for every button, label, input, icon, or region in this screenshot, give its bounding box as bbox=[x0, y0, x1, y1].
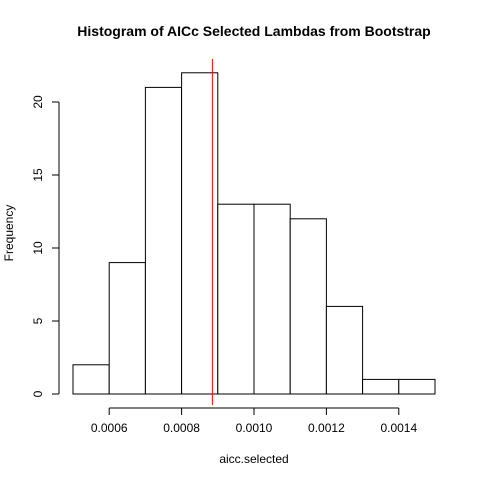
x-tick-label: 0.0010 bbox=[236, 421, 273, 435]
y-tick-label: 20 bbox=[31, 95, 45, 109]
histogram-bar-10 bbox=[398, 378, 436, 395]
y-tick-label: 15 bbox=[31, 168, 45, 182]
x-tick-label: 0.0012 bbox=[308, 421, 345, 435]
histogram-bar-9 bbox=[362, 378, 400, 395]
chart-title: Histogram of AICc Selected Lambdas from … bbox=[77, 23, 430, 39]
bars bbox=[72, 72, 436, 395]
histogram-bar-6 bbox=[253, 203, 291, 395]
x-axis: 0.0006 0.0008 0.0010 0.0012 0.0014 bbox=[91, 407, 417, 435]
y-tick-label: 0 bbox=[31, 390, 45, 397]
histogram-bar-2 bbox=[108, 262, 146, 395]
histogram-bar-7 bbox=[289, 218, 327, 395]
y-tick-label: 10 bbox=[31, 241, 45, 255]
x-tick-label: 0.0006 bbox=[91, 421, 128, 435]
y-axis-label: Frequency bbox=[2, 205, 16, 262]
histogram-bar-3 bbox=[144, 86, 183, 395]
histogram-bar-4 bbox=[181, 72, 219, 395]
x-tick-label: 0.0014 bbox=[380, 421, 417, 435]
histogram-bar-1 bbox=[72, 364, 110, 395]
histogram-bar-5 bbox=[217, 203, 255, 395]
y-tick-label: 5 bbox=[31, 317, 45, 324]
x-tick-label: 0.0008 bbox=[163, 421, 200, 435]
y-axis: 0 5 10 15 20 bbox=[31, 95, 60, 397]
x-axis-label: aicc.selected bbox=[219, 452, 288, 466]
histogram-bar-8 bbox=[325, 305, 364, 395]
